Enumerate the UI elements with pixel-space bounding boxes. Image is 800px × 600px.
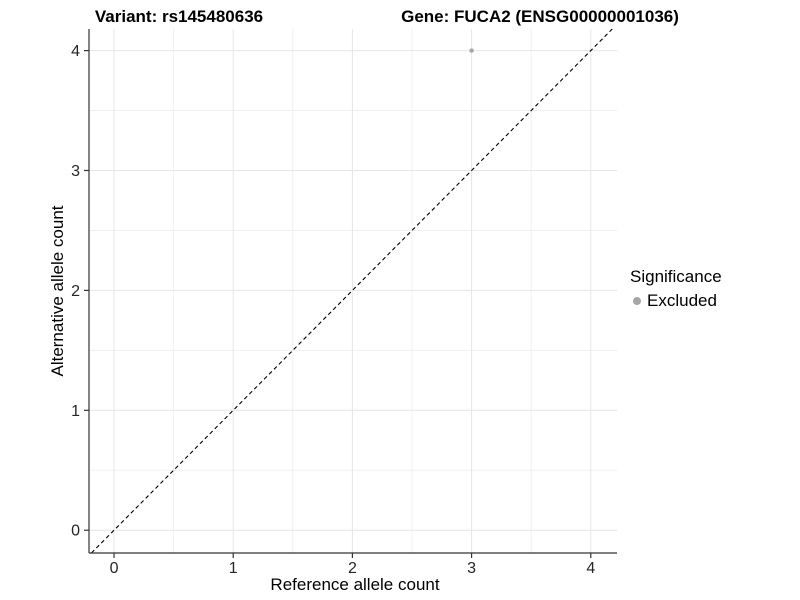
y-tick-label: 1 <box>71 403 80 420</box>
x-axis-title: Reference allele count <box>270 575 440 594</box>
plot-title-gene: Gene: FUCA2 (ENSG00000001036) <box>401 7 679 26</box>
plot-title-variant: Variant: rs145480636 <box>94 7 264 26</box>
x-tick-label: 0 <box>110 560 119 577</box>
data-point-excluded <box>469 48 474 53</box>
x-tick-label: 3 <box>467 560 476 577</box>
x-tick-label: 2 <box>348 560 357 577</box>
identity-dashed-line <box>90 28 613 554</box>
y-axis-title: Alternative allele count <box>48 205 67 377</box>
y-tick-label: 3 <box>71 163 80 180</box>
y-tick-label: 2 <box>71 283 80 300</box>
x-tick-label: 4 <box>586 560 595 577</box>
y-tick-label: 0 <box>71 523 80 540</box>
excluded-point-icon <box>633 297 641 305</box>
legend-item-label: Excluded <box>647 291 717 310</box>
x-tick-label: 1 <box>229 560 238 577</box>
legend: Significance Excluded <box>630 267 722 311</box>
y-tick-label: 4 <box>71 43 80 60</box>
legend-title: Significance <box>630 267 722 286</box>
legend-item-excluded: Excluded <box>630 291 722 311</box>
